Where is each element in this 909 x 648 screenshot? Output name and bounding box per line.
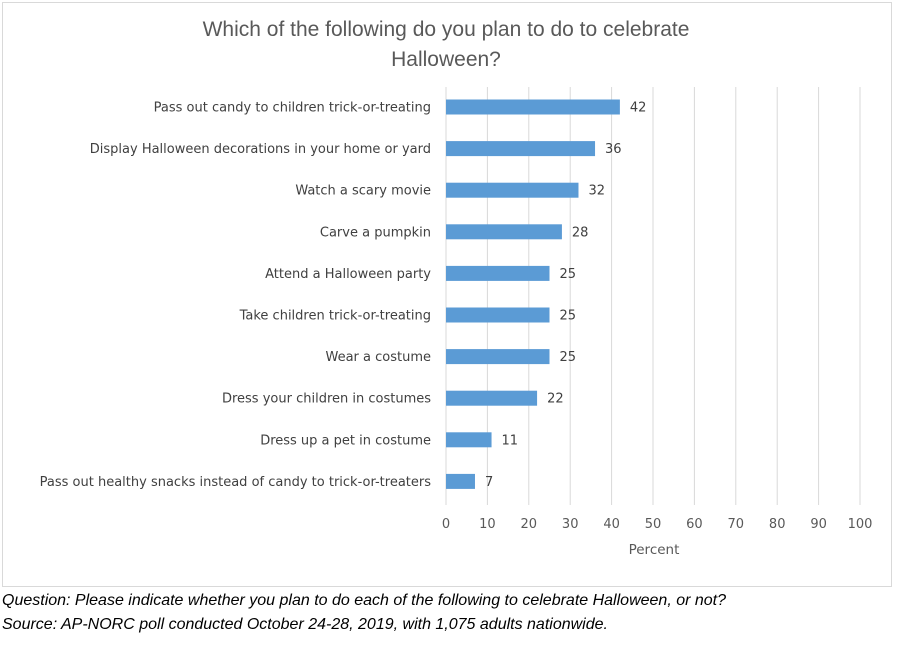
- question-footnote: Question: Please indicate whether you pl…: [2, 592, 727, 609]
- category-labels: Pass out candy to children trick-or-trea…: [40, 101, 432, 490]
- x-tick-label: 30: [562, 517, 579, 532]
- chart-title-line-1: Which of the following do you plan to do…: [203, 18, 690, 41]
- bars: [446, 99, 620, 489]
- data-label: 32: [588, 184, 605, 199]
- bar: [446, 141, 596, 157]
- category-label: Dress your children in costumes: [222, 392, 431, 407]
- x-tick-label: 20: [521, 517, 538, 532]
- data-label: 36: [605, 142, 622, 157]
- category-label: Pass out healthy snacks instead of candy…: [40, 475, 432, 490]
- x-tick-label: 0: [442, 517, 450, 532]
- x-tick-label: 10: [479, 517, 496, 532]
- bar: [446, 473, 475, 489]
- category-label: Take children trick-or-treating: [239, 309, 431, 324]
- category-label: Pass out candy to children trick-or-trea…: [154, 101, 431, 116]
- source-footnote: Source: AP-NORC poll conducted October 2…: [2, 616, 608, 633]
- bar: [446, 265, 550, 281]
- bar: [446, 390, 538, 406]
- bar: [446, 432, 492, 448]
- data-label: 11: [502, 433, 519, 448]
- bar: [446, 307, 550, 323]
- bar: [446, 99, 620, 115]
- x-tick-label: 70: [728, 517, 745, 532]
- category-label: Carve a pumpkin: [320, 225, 431, 240]
- x-tick-label: 100: [848, 517, 873, 532]
- x-axis-title: Percent: [629, 542, 680, 558]
- x-tick-label: 90: [810, 517, 827, 532]
- chart-frame: Which of the following do you plan to do…: [2, 2, 892, 587]
- bar: [446, 182, 579, 198]
- data-label: 42: [630, 101, 647, 116]
- category-label: Watch a scary movie: [295, 184, 431, 199]
- data-label: 25: [560, 309, 577, 324]
- data-label: 28: [572, 225, 589, 240]
- bar: [446, 349, 550, 365]
- data-label: 25: [560, 350, 577, 365]
- x-tick-label: 80: [769, 517, 786, 532]
- x-tick-label: 60: [686, 517, 703, 532]
- bar-chart: Which of the following do you plan to do…: [40, 18, 873, 558]
- x-tick-label: 40: [603, 517, 620, 532]
- x-axis-ticks: 0 10 20 30 40 50 60 70 80 90 100: [442, 517, 873, 532]
- data-label: 7: [485, 475, 493, 490]
- bar: [446, 224, 562, 240]
- category-label: Dress up a pet in costume: [260, 433, 431, 448]
- category-label: Attend a Halloween party: [265, 267, 431, 282]
- category-label: Wear a costume: [325, 350, 431, 365]
- category-label: Display Halloween decorations in your ho…: [90, 142, 431, 157]
- data-label: 25: [560, 267, 577, 282]
- x-tick-label: 50: [645, 517, 662, 532]
- data-label: 22: [547, 392, 564, 407]
- gridlines: [445, 87, 861, 505]
- chart-title-line-2: Halloween?: [391, 48, 501, 71]
- data-labels: 42 36 32 28 25 25 25 22 11 7: [485, 101, 646, 490]
